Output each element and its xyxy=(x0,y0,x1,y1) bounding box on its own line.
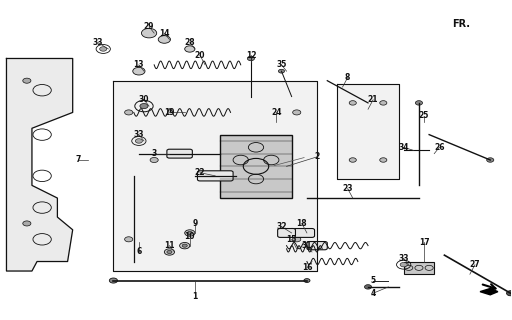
Circle shape xyxy=(252,189,260,194)
Circle shape xyxy=(23,221,31,226)
FancyBboxPatch shape xyxy=(198,171,233,181)
Text: 24: 24 xyxy=(271,108,282,117)
Text: 29: 29 xyxy=(144,22,154,31)
Circle shape xyxy=(293,110,301,115)
Circle shape xyxy=(187,231,193,235)
Text: 4: 4 xyxy=(371,289,376,298)
Circle shape xyxy=(506,291,512,296)
Text: 22: 22 xyxy=(195,168,205,177)
Circle shape xyxy=(164,249,175,255)
Text: 34: 34 xyxy=(398,143,409,152)
Text: 6: 6 xyxy=(136,247,141,257)
Circle shape xyxy=(380,158,387,162)
Text: 12: 12 xyxy=(246,51,256,60)
FancyBboxPatch shape xyxy=(307,242,327,250)
Text: 33: 33 xyxy=(134,130,144,139)
Text: 35: 35 xyxy=(276,60,287,69)
FancyBboxPatch shape xyxy=(278,228,295,237)
Circle shape xyxy=(349,158,356,162)
Circle shape xyxy=(380,101,387,105)
Text: 33: 33 xyxy=(398,254,409,263)
Circle shape xyxy=(135,139,142,143)
Text: 20: 20 xyxy=(195,51,205,60)
Text: 25: 25 xyxy=(419,111,429,120)
Polygon shape xyxy=(480,288,498,295)
Text: 9: 9 xyxy=(193,219,198,228)
Text: 21: 21 xyxy=(368,95,378,104)
Circle shape xyxy=(150,157,158,163)
Circle shape xyxy=(158,36,170,43)
Text: 11: 11 xyxy=(164,241,175,250)
Circle shape xyxy=(415,101,422,105)
Circle shape xyxy=(247,56,254,61)
Text: 31: 31 xyxy=(302,241,312,250)
Text: 17: 17 xyxy=(419,238,430,247)
Circle shape xyxy=(140,104,148,108)
Text: 32: 32 xyxy=(276,222,287,231)
Text: 7: 7 xyxy=(75,156,80,164)
Circle shape xyxy=(487,158,494,162)
Circle shape xyxy=(167,251,172,253)
Text: 33: 33 xyxy=(93,38,103,47)
Text: 23: 23 xyxy=(343,184,353,193)
Circle shape xyxy=(182,244,187,247)
Polygon shape xyxy=(7,59,73,271)
Text: 30: 30 xyxy=(139,95,149,104)
Text: 2: 2 xyxy=(314,152,319,161)
Text: 1: 1 xyxy=(193,292,198,301)
Circle shape xyxy=(365,285,372,289)
Circle shape xyxy=(293,237,301,242)
Bar xyxy=(403,261,434,274)
Text: 5: 5 xyxy=(371,276,376,285)
Text: 13: 13 xyxy=(134,60,144,69)
Circle shape xyxy=(279,69,285,73)
Circle shape xyxy=(100,47,107,51)
Text: 28: 28 xyxy=(184,38,195,47)
Circle shape xyxy=(141,28,157,38)
Circle shape xyxy=(304,279,310,283)
Circle shape xyxy=(400,262,407,267)
Text: 10: 10 xyxy=(184,232,195,241)
Text: FR.: FR. xyxy=(452,19,470,28)
Circle shape xyxy=(185,46,195,52)
Circle shape xyxy=(185,230,195,236)
Circle shape xyxy=(110,278,117,283)
Circle shape xyxy=(124,110,133,115)
Text: 15: 15 xyxy=(286,235,297,244)
Circle shape xyxy=(349,101,356,105)
Circle shape xyxy=(180,243,190,249)
Text: 8: 8 xyxy=(345,73,350,82)
Polygon shape xyxy=(337,84,398,179)
Circle shape xyxy=(124,237,133,242)
Text: 27: 27 xyxy=(470,260,480,269)
Circle shape xyxy=(23,78,31,83)
FancyBboxPatch shape xyxy=(289,228,314,237)
Polygon shape xyxy=(114,81,317,271)
Text: 14: 14 xyxy=(159,28,169,38)
Circle shape xyxy=(133,68,145,75)
Bar xyxy=(220,135,292,198)
Text: 18: 18 xyxy=(296,219,307,228)
Text: 3: 3 xyxy=(152,149,157,158)
Text: 19: 19 xyxy=(164,108,175,117)
Text: 16: 16 xyxy=(302,263,312,272)
Text: 26: 26 xyxy=(434,143,444,152)
FancyBboxPatch shape xyxy=(167,149,193,158)
